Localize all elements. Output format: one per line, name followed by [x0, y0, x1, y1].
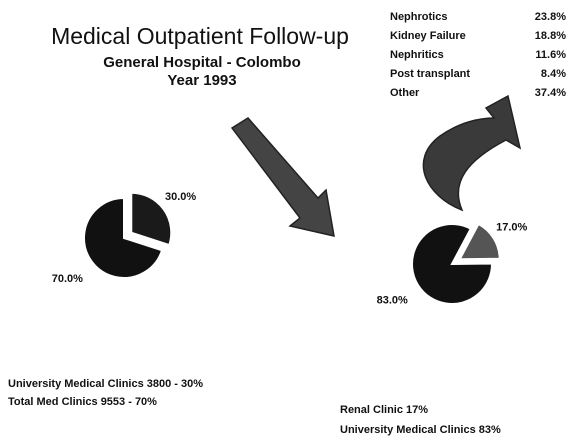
data-label: 70.0% — [52, 273, 83, 285]
data-label: 30.0% — [165, 191, 196, 203]
breakdown-value: 18.8% — [535, 30, 566, 42]
data-label: 17.0% — [496, 221, 527, 233]
breakdown-label: Other — [390, 87, 420, 99]
breakdown-value: 8.4% — [541, 68, 566, 80]
breakdown-label: Kidney Failure — [390, 30, 466, 42]
note: Renal Clinic 17% — [340, 404, 428, 416]
data-label: 83.0% — [377, 294, 408, 306]
breakdown-value: 37.4% — [535, 87, 566, 99]
breakdown-value: 11.6% — [535, 49, 566, 61]
note: University Medical Clinics 83% — [340, 424, 501, 436]
arrow — [423, 96, 520, 210]
title: Medical Outpatient Follow-up — [51, 23, 349, 49]
note: University Medical Clinics 3800 - 30% — [8, 378, 203, 390]
subtitle: General Hospital - Colombo — [103, 54, 301, 71]
arrow — [232, 118, 334, 236]
breakdown-label: Nephritics — [390, 49, 444, 61]
subtitle: Year 1993 — [167, 72, 236, 89]
breakdown-label: Nephrotics — [390, 11, 447, 23]
slide: Medical Outpatient Follow-up General Hos… — [0, 0, 581, 438]
breakdown-label: Post transplant — [390, 68, 470, 80]
breakdown-value: 23.8% — [535, 11, 566, 23]
note: Total Med Clinics 9553 - 70% — [8, 396, 157, 408]
